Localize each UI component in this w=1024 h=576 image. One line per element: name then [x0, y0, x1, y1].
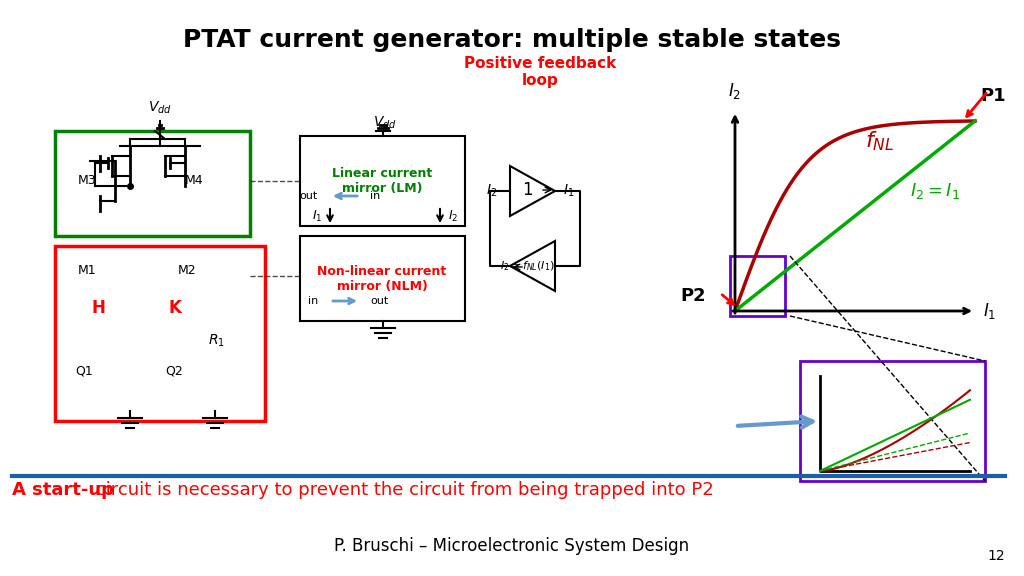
Text: out: out — [370, 296, 388, 306]
Text: P2: P2 — [680, 287, 706, 305]
Text: $f_{NL}$: $f_{NL}$ — [865, 129, 894, 153]
Text: PTAT current generator: multiple stable states: PTAT current generator: multiple stable … — [183, 28, 841, 52]
Text: 1: 1 — [521, 181, 532, 199]
Bar — [800, 361, 985, 481]
Text: Positive feedback
loop: Positive feedback loop — [464, 56, 616, 88]
Text: $I_1$: $I_1$ — [563, 183, 574, 199]
Text: M4: M4 — [185, 175, 204, 188]
Text: P. Bruschi – Microelectronic System Design: P. Bruschi – Microelectronic System Desi… — [335, 537, 689, 555]
Text: Q1: Q1 — [75, 365, 93, 377]
Text: 12: 12 — [987, 549, 1005, 563]
Text: A start-up: A start-up — [12, 481, 114, 499]
Bar — [300, 236, 465, 321]
Text: $V_{dd}$: $V_{dd}$ — [148, 100, 172, 116]
Text: $I_1$: $I_1$ — [311, 209, 322, 223]
Text: $I_1$: $I_1$ — [983, 301, 996, 321]
Text: $I_2$: $I_2$ — [728, 81, 741, 101]
Text: $I_2=I_1$: $I_2=I_1$ — [910, 181, 961, 201]
Text: in: in — [308, 296, 318, 306]
Text: Non-linear current
mirror (NLM): Non-linear current mirror (NLM) — [317, 265, 446, 293]
Text: $V_{dd}$: $V_{dd}$ — [373, 115, 397, 131]
Text: in: in — [370, 191, 380, 201]
Text: circuit is necessary to prevent the circuit from being trapped into P2: circuit is necessary to prevent the circ… — [90, 481, 714, 499]
Text: $R_1$: $R_1$ — [208, 333, 225, 349]
Text: M2: M2 — [178, 264, 197, 278]
Text: M3: M3 — [78, 175, 96, 188]
Text: out: out — [300, 191, 318, 201]
Text: K: K — [169, 299, 181, 317]
Bar — [300, 136, 465, 226]
Bar — [730, 256, 785, 316]
Text: $I_2$: $I_2$ — [485, 183, 497, 199]
Text: $I_2$: $I_2$ — [449, 209, 459, 223]
Text: Linear current
mirror (LM): Linear current mirror (LM) — [332, 167, 432, 195]
Text: M1: M1 — [78, 264, 96, 278]
Text: Q2: Q2 — [165, 365, 182, 377]
Text: $I_2=f_{NL}(I_1)$: $I_2=f_{NL}(I_1)$ — [500, 259, 554, 273]
Bar — [55, 131, 250, 236]
Text: P1: P1 — [980, 87, 1006, 105]
Bar — [55, 246, 265, 421]
Text: H: H — [91, 299, 104, 317]
